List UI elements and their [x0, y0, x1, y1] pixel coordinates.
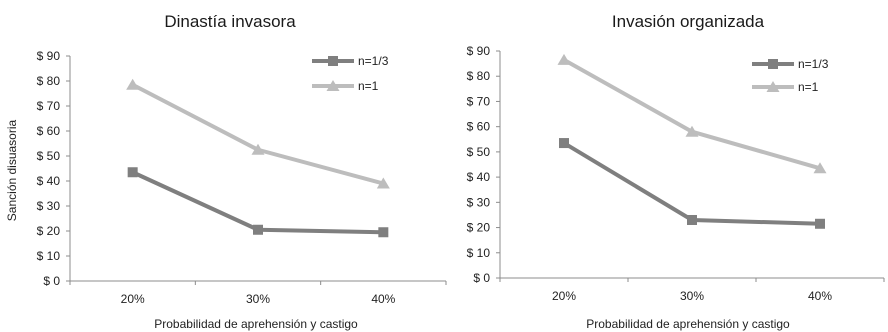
- data-point: [251, 143, 265, 155]
- legend-marker: [326, 80, 340, 91]
- y-tick-label: $ 30: [37, 199, 61, 213]
- y-tick-label: $ 40: [467, 170, 491, 184]
- data-point: [378, 227, 389, 238]
- chart-title: Invasión organizada: [612, 12, 765, 31]
- x-tick-label: 30%: [246, 292, 270, 306]
- chart-title: Dinastía invasora: [164, 12, 296, 31]
- data-point: [376, 177, 390, 189]
- data-point: [815, 218, 825, 229]
- series-line-2: [563, 58, 821, 171]
- y-tick-label: $ 70: [37, 99, 61, 113]
- data-point: [253, 224, 263, 235]
- x-tick-label: 30%: [680, 289, 704, 303]
- legend-label: n=1: [798, 80, 819, 94]
- legend-marker: [766, 81, 780, 92]
- data-point: [559, 138, 569, 149]
- y-tick-label: $ 80: [467, 69, 491, 83]
- y-axis-label: Sanción disuasoria: [5, 119, 19, 221]
- y-tick-label: $ 30: [467, 195, 491, 209]
- legend-label: n=1/3: [798, 57, 829, 71]
- y-tick-label: $ 90: [37, 49, 61, 63]
- x-tick-label: 20%: [552, 289, 576, 303]
- y-tick-label: $ 10: [37, 249, 61, 263]
- y-tick-label: $ 50: [37, 149, 61, 163]
- legend-marker: [328, 56, 338, 66]
- y-tick-label: $ 0: [473, 271, 490, 285]
- y-tick-label: $ 60: [467, 120, 491, 134]
- x-axis-label: Probabilidad de aprehensión y castigo: [586, 317, 790, 331]
- y-tick-label: $ 90: [467, 44, 491, 58]
- y-tick-label: $ 60: [37, 124, 61, 138]
- data-point: [813, 162, 827, 174]
- x-axis-label: Probabilidad de aprehensión y castigo: [154, 317, 358, 331]
- y-tick-label: $ 20: [37, 224, 61, 238]
- y-tick-label: $ 10: [467, 246, 491, 260]
- x-tick-label: 20%: [121, 292, 145, 306]
- y-tick-label: $ 0: [43, 274, 60, 288]
- x-tick-label: 40%: [371, 292, 395, 306]
- data-point: [687, 214, 697, 225]
- legend-label: n=1/3: [358, 54, 389, 68]
- legend-marker: [768, 59, 778, 69]
- data-point: [127, 167, 138, 178]
- y-tick-label: $ 80: [37, 74, 61, 88]
- chart-1: Dinastía invasora $ 0 $ 10 $ 20 $ 30 $ 40 $ 50…: [5, 12, 447, 331]
- series-line-1: [131, 170, 384, 235]
- y-tick-label: $ 40: [37, 174, 61, 188]
- data-point: [685, 125, 699, 137]
- y-tick-label: $ 20: [467, 221, 491, 235]
- series-line-1: [562, 141, 821, 226]
- series-line-2: [131, 82, 384, 186]
- legend-label: n=1: [358, 79, 379, 93]
- y-tick-label: $ 70: [467, 94, 491, 108]
- x-tick-label: 40%: [808, 289, 832, 303]
- y-tick-label: $ 50: [467, 145, 491, 159]
- data-point: [126, 78, 140, 90]
- chart-2: Invasión organizada $ 0 $ 10 $ 20 $ 30 $ 40 $ …: [467, 12, 885, 331]
- data-point: [557, 53, 571, 65]
